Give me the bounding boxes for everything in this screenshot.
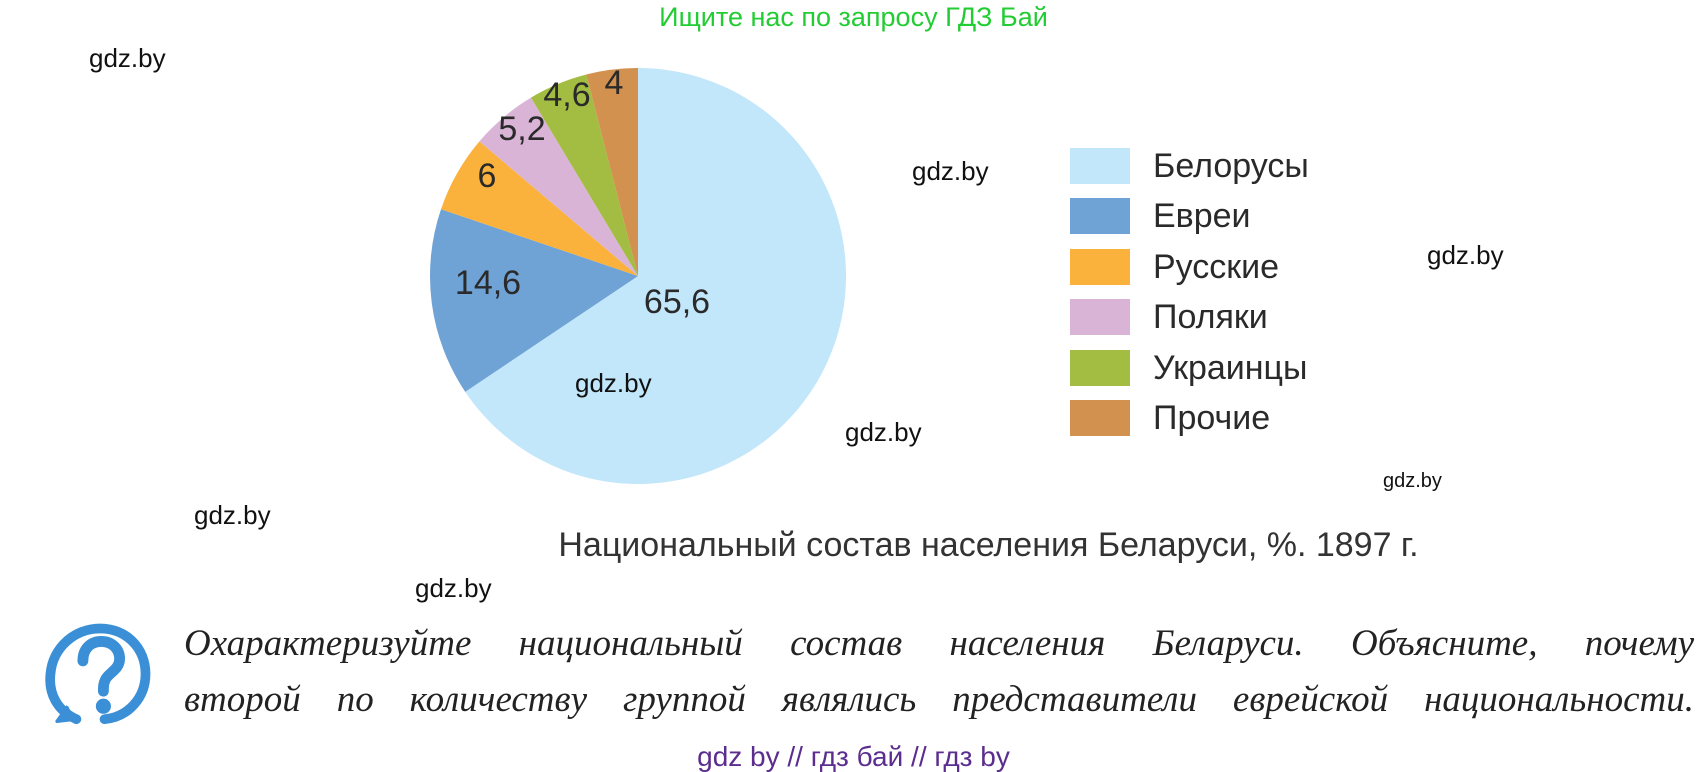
legend-swatch [1070,299,1130,336]
legend-label: Евреи [1153,197,1251,236]
search-banner: Ищите нас по запросу ГДЗ Бай [659,2,1048,32]
slice-value-label: 4,6 [543,76,590,114]
pie-slice [429,209,638,392]
question-text: Охарактеризуйте национальный состав насе… [184,616,1694,728]
slice-value-label: 6 [478,157,497,195]
pie-slice [530,74,638,277]
legend-label: Украинцы [1153,348,1308,387]
pie-slice [586,68,638,276]
legend-label: Прочие [1153,399,1271,437]
slice-value-label: 4 [605,64,624,102]
legend-swatch [1070,248,1130,285]
slice-value-label: 65,6 [644,283,710,321]
watermark: gdz.by [912,156,989,186]
pie-slice [479,97,638,276]
legend-swatch [1070,349,1130,386]
watermark: gdz.by [575,368,652,398]
question-line: второй по количеству группой являлись пр… [184,679,1694,720]
legend-label: Русские [1153,247,1280,286]
watermark: gdz.by [1383,470,1442,492]
pie-slice [465,68,847,484]
slice-value-label: 14,6 [455,264,521,302]
legend-label: Белорусы [1153,147,1309,185]
legend-label: Поляки [1153,298,1268,337]
watermark: gdz.by [194,500,271,530]
watermark: gdz.by [845,417,922,447]
slice-value-label: 5,2 [498,110,545,148]
legend-swatch [1070,198,1130,235]
watermark: gdz.by [415,573,492,603]
question-mark-icon [45,623,151,725]
footer-links: gdz by // гдз бай // гдз by [697,741,1010,772]
legend-swatch [1070,400,1130,436]
pie-slice [441,141,638,276]
question-line: Охарактеризуйте национальный состав насе… [184,623,1694,664]
chart-title: Национальный состав населения Беларуси, … [558,526,1419,564]
watermark: gdz.by [1427,240,1504,270]
watermark: gdz.by [89,43,166,73]
legend-swatch [1070,148,1130,184]
